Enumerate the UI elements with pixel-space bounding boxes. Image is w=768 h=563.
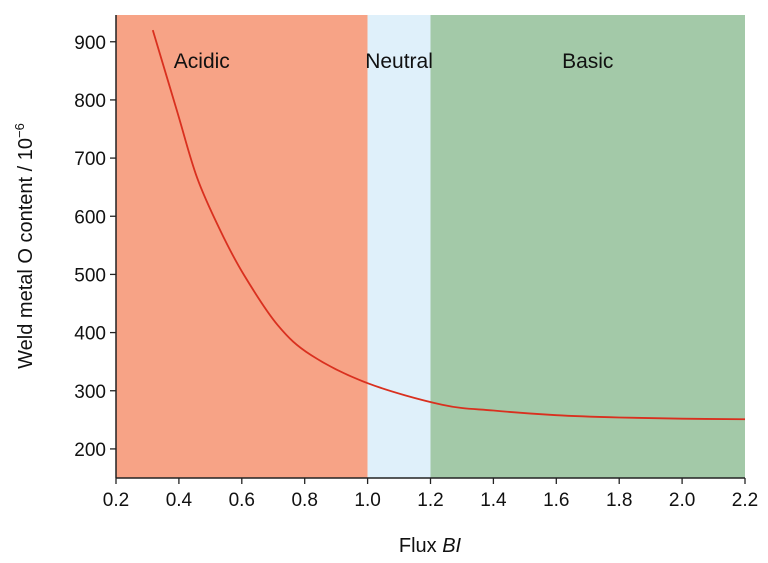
- region-bands: [116, 15, 745, 478]
- y-tick-label: 200: [74, 440, 106, 461]
- region-label-neutral: Neutral: [365, 50, 433, 73]
- x-tick-label: 0.4: [166, 490, 193, 511]
- y-tick-label: 900: [74, 33, 106, 54]
- region-label-basic: Basic: [562, 50, 613, 73]
- series-line-o-content: [151, 29, 746, 421]
- x-tick-label: 2.0: [669, 490, 695, 511]
- x-axis-label: Flux BI: [399, 535, 462, 557]
- region-basic: [430, 15, 745, 478]
- x-tick-label: 1.0: [354, 490, 380, 511]
- x-tick-label: 0.6: [229, 490, 255, 511]
- axes: 0.2 0.4 0.6 0.8 1.0 1.2 1.4 1.6 1.8 2.0 2.2 200 300 4…: [74, 15, 758, 511]
- y-tick-label: 300: [74, 382, 106, 403]
- x-tick-label: 0.2: [103, 490, 129, 511]
- region-labels: Acidic Neutral Basic: [174, 50, 614, 73]
- x-tick-label: 1.4: [480, 490, 507, 511]
- y-tick-label: 600: [74, 207, 106, 228]
- y-tick-label: 500: [74, 265, 106, 286]
- region-neutral: [367, 15, 431, 478]
- x-tick-label: 1.8: [606, 490, 632, 511]
- x-tick-label: 1.6: [543, 490, 569, 511]
- region-acidic: [116, 15, 368, 478]
- region-label-acidic: Acidic: [174, 50, 230, 73]
- y-tick-label: 800: [74, 91, 106, 112]
- x-tick-label: 1.2: [417, 490, 443, 511]
- y-axis-label: Weld metal O content / 10−6: [12, 123, 37, 369]
- y-tick-label: 400: [74, 324, 106, 345]
- x-tick-label: 0.8: [291, 490, 317, 511]
- x-tick-label: 2.2: [732, 490, 758, 511]
- y-tick-label: 700: [74, 149, 106, 170]
